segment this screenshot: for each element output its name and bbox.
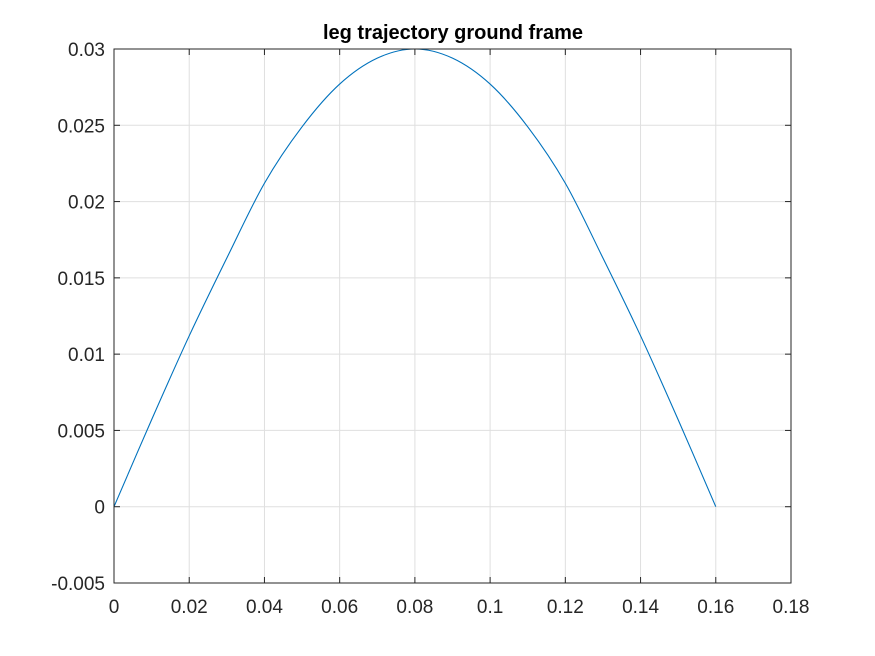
chart-title: leg trajectory ground frame bbox=[323, 22, 583, 44]
y-tick-label: 0.005 bbox=[57, 421, 105, 442]
x-tick-label: 0.06 bbox=[321, 597, 358, 618]
y-tick-label: 0.01 bbox=[68, 345, 105, 366]
x-tick-label: 0.16 bbox=[697, 597, 734, 618]
y-tick-label: 0.025 bbox=[57, 116, 105, 137]
y-tick-label: -0.005 bbox=[51, 574, 105, 595]
axes-box bbox=[113, 48, 792, 584]
x-tick-label: 0.12 bbox=[547, 597, 584, 618]
x-tick-label: 0.08 bbox=[396, 597, 433, 618]
x-tick-label: 0.1 bbox=[477, 597, 503, 618]
x-tick-label: 0.14 bbox=[622, 597, 659, 618]
grid bbox=[113, 48, 792, 584]
y-tick-label: 0 bbox=[94, 498, 105, 519]
x-tick-label: 0.02 bbox=[171, 597, 208, 618]
tick-labels: 0 0.02 0.04 0.06 0.08 0.1 0.12 0.14 0.16 0.18 -0.0… bbox=[51, 40, 809, 618]
y-tick-label: 0.02 bbox=[68, 193, 105, 214]
y-tick-label: 0.03 bbox=[68, 40, 105, 61]
x-tick-label: 0 bbox=[109, 597, 120, 618]
y-tick-label: 0.015 bbox=[57, 269, 105, 290]
axes bbox=[113, 48, 792, 584]
x-tick-label: 0.04 bbox=[246, 597, 283, 618]
x-tick-label: 0.18 bbox=[773, 597, 810, 618]
